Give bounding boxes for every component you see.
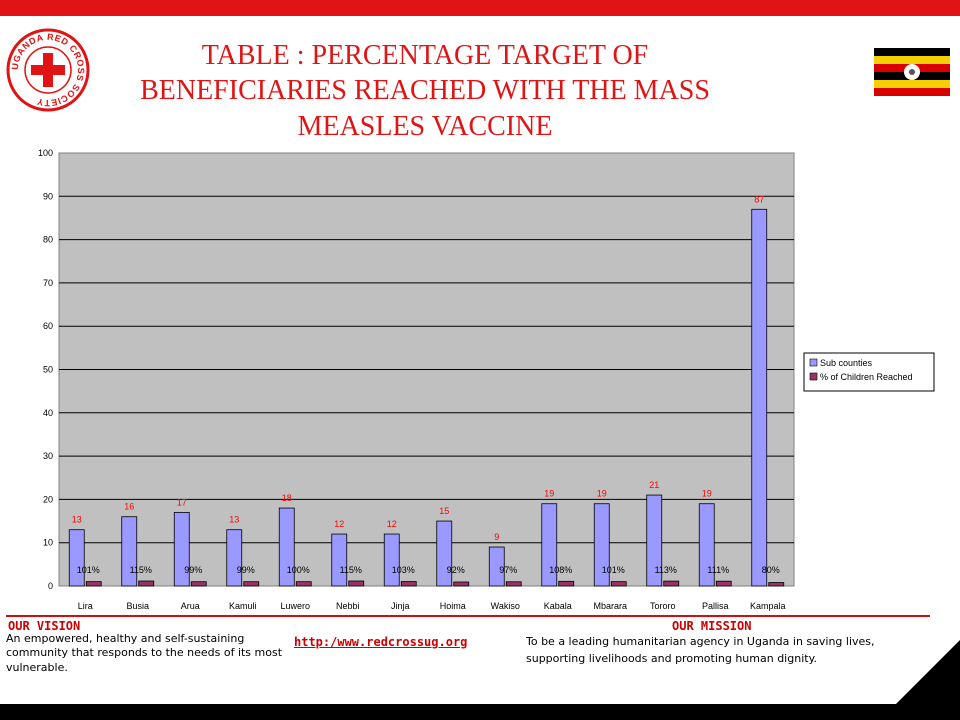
data-label-children-reached: 99% xyxy=(184,565,202,575)
data-label-children-reached: 101% xyxy=(77,565,100,575)
bar-children-reached xyxy=(400,581,417,587)
footer-divider xyxy=(6,615,930,617)
y-tick-label: 40 xyxy=(43,408,53,418)
bar-sub-counties xyxy=(331,533,348,587)
data-label-children-reached: 92% xyxy=(447,565,465,575)
bar-children-reached xyxy=(715,580,732,587)
bar-sub-counties xyxy=(121,516,138,587)
bar-children-reached xyxy=(663,580,680,587)
x-tick-label: Hoima xyxy=(440,601,466,611)
bar-sub-counties xyxy=(278,507,295,587)
bar-children-reached xyxy=(295,581,312,587)
chart-legend: Sub counties % of Children Reached xyxy=(803,352,935,392)
bar-children-reached xyxy=(505,581,522,587)
x-tick-label: Jinja xyxy=(391,601,410,611)
data-label-sub-counties: 21 xyxy=(649,480,659,490)
x-tick-label: Kabala xyxy=(544,601,572,611)
data-label-sub-counties: 9 xyxy=(494,532,499,542)
bar-children-reached xyxy=(85,581,102,587)
page-title: TABLE : PERCENTAGE TARGET OF BENEFICIARI… xyxy=(140,40,710,142)
x-tick-label: Busia xyxy=(126,601,149,611)
data-label-sub-counties: 18 xyxy=(282,493,292,503)
data-label-sub-counties: 87 xyxy=(754,194,764,204)
data-label-children-reached: 115% xyxy=(340,565,362,575)
y-tick-label: 50 xyxy=(43,365,53,375)
data-label-sub-counties: 12 xyxy=(387,519,397,529)
bar-chart: 13 101% 16 115% 17 99% 13 99% 18 100% 12 115% 12 103%… xyxy=(38,148,935,611)
bar-sub-counties xyxy=(646,494,663,587)
bar-children-reached xyxy=(768,582,785,587)
x-tick-label: Wakiso xyxy=(491,601,520,611)
data-label-sub-counties: 15 xyxy=(439,506,449,516)
legend-label: Sub counties xyxy=(820,358,873,368)
x-tick-label: Lira xyxy=(78,601,93,611)
y-tick-label: 90 xyxy=(43,191,53,201)
y-tick-label: 30 xyxy=(43,451,53,461)
x-tick-label: Mbarara xyxy=(593,601,627,611)
data-label-sub-counties: 13 xyxy=(72,515,82,525)
bar-sub-counties xyxy=(173,511,190,587)
bar-sub-counties xyxy=(383,533,400,587)
red-cross-logo: UGANDA RED CROSS SOCIETY xyxy=(6,28,90,112)
bar-children-reached xyxy=(190,581,207,587)
bar-sub-counties xyxy=(698,503,715,587)
legend-swatch xyxy=(809,372,818,381)
x-tick-label: Nebbi xyxy=(336,601,360,611)
x-tick-label: Tororo xyxy=(650,601,676,611)
y-tick-label: 0 xyxy=(48,581,53,591)
mission-text: To be a leading humanitarian agency in U… xyxy=(526,635,875,666)
uganda-flag-icon xyxy=(874,48,950,96)
website-link[interactable]: http:/www.redcrossug.org xyxy=(294,635,468,649)
bar-sub-counties xyxy=(488,546,505,587)
top-red-bar xyxy=(0,0,960,16)
data-label-children-reached: 111% xyxy=(707,565,729,575)
data-label-sub-counties: 12 xyxy=(334,519,344,529)
bar-sub-counties xyxy=(751,208,768,587)
mission-heading: OUR MISSION xyxy=(672,619,752,633)
x-tick-label: Kamuli xyxy=(229,601,257,611)
bar-children-reached xyxy=(453,581,470,587)
data-label-children-reached: 113% xyxy=(655,565,677,575)
y-tick-label: 20 xyxy=(43,494,53,504)
x-tick-label: Kampala xyxy=(750,601,786,611)
data-label-sub-counties: 13 xyxy=(229,515,239,525)
data-label-children-reached: 101% xyxy=(602,565,625,575)
legend-label: % of Children Reached xyxy=(820,372,913,382)
bar-children-reached xyxy=(558,580,575,587)
x-tick-label: Arua xyxy=(181,601,200,611)
data-label-children-reached: 103% xyxy=(392,565,415,575)
x-tick-label: Pallisa xyxy=(702,601,729,611)
bar-sub-counties xyxy=(541,503,558,587)
x-tick-label: Luwero xyxy=(280,601,310,611)
y-tick-label: 60 xyxy=(43,321,53,331)
y-tick-label: 10 xyxy=(43,538,53,548)
bar-children-reached xyxy=(348,580,365,587)
vision-heading: OUR VISION xyxy=(8,619,81,633)
legend-swatch xyxy=(809,358,818,367)
y-tick-label: 80 xyxy=(43,235,53,245)
data-label-sub-counties: 19 xyxy=(544,489,554,499)
data-label-sub-counties: 17 xyxy=(177,497,187,507)
corner-triangle xyxy=(895,640,960,705)
y-tick-label: 70 xyxy=(43,278,53,288)
bar-children-reached xyxy=(138,580,155,587)
bar-sub-counties xyxy=(436,520,453,587)
data-label-children-reached: 100% xyxy=(287,565,310,575)
data-label-sub-counties: 19 xyxy=(597,489,607,499)
bottom-black-bar xyxy=(0,704,960,720)
y-tick-label: 100 xyxy=(38,148,53,158)
data-label-sub-counties: 19 xyxy=(702,489,712,499)
bar-children-reached xyxy=(243,581,260,587)
vision-text: An empowered, healthy and self-sustainin… xyxy=(6,632,283,674)
bar-sub-counties xyxy=(593,503,610,587)
data-label-children-reached: 99% xyxy=(237,565,255,575)
data-label-children-reached: 97% xyxy=(499,565,517,575)
data-label-sub-counties: 16 xyxy=(124,502,134,512)
bar-sub-counties xyxy=(68,529,85,587)
bar-children-reached xyxy=(610,581,627,587)
bar-sub-counties xyxy=(226,529,243,587)
data-label-children-reached: 80% xyxy=(762,565,780,575)
data-label-children-reached: 115% xyxy=(130,565,152,575)
data-label-children-reached: 108% xyxy=(549,565,572,575)
